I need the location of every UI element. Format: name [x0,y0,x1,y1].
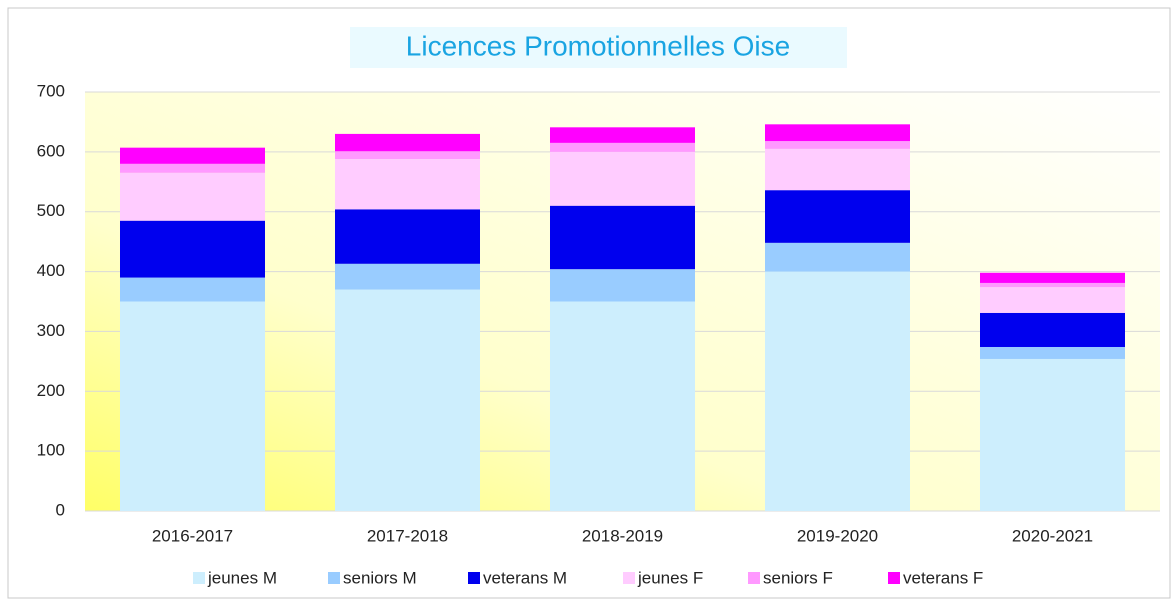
legend-label: seniors F [763,568,833,587]
bar-segment [335,209,480,264]
bar-segment [120,147,265,164]
bar-segment [765,190,910,243]
bar-segment [335,263,480,290]
y-tick-label: 200 [37,381,65,400]
bar-segment [550,142,695,152]
bar-segment [335,133,480,152]
bar-segment [335,151,480,160]
bar-segment [550,127,695,143]
legend-swatch [748,572,760,584]
y-tick-label: 0 [56,500,65,519]
bar-segment [335,159,480,210]
x-tick-label: 2020-2021 [1012,526,1093,545]
bar-segment [980,358,1125,511]
bar-segment [765,242,910,272]
legend-label: seniors M [343,568,417,587]
bar-segment [550,151,695,206]
legend-label: veterans M [483,568,567,587]
legend-swatch [623,572,635,584]
bar-segment [550,269,695,302]
x-tick-label: 2019-2020 [797,526,878,545]
legend-label: jeunes F [637,568,703,587]
y-tick-label: 700 [37,81,65,100]
legend-label: veterans F [903,568,983,587]
legend-swatch [888,572,900,584]
bar-segment [765,271,910,511]
bar-segment [120,301,265,511]
bar-segment [980,287,1125,313]
bar-segment [980,312,1125,347]
legend-swatch [193,572,205,584]
y-tick-label: 600 [37,141,65,160]
bar-segment [980,282,1125,288]
legend-swatch [468,572,480,584]
bar-segment [550,205,695,270]
bar-segment [980,346,1125,359]
bar-segment [765,148,910,191]
bar-segment [765,141,910,149]
x-tick-label: 2018-2019 [582,526,663,545]
y-tick-label: 300 [37,321,65,340]
x-tick-label: 2017-2018 [367,526,448,545]
bar-segment [765,124,910,142]
legend-label: jeunes M [207,568,277,587]
x-tick-label: 2016-2017 [152,526,233,545]
bar-segment [120,277,265,302]
bar-segment [120,172,265,221]
y-tick-label: 100 [37,441,65,460]
bar-segment [980,272,1125,283]
bar-segment [550,301,695,511]
bar-segment [120,220,265,278]
y-tick-label: 500 [37,201,65,220]
legend-swatch [328,572,340,584]
y-tick-label: 400 [37,261,65,280]
title-box [350,27,847,68]
bar-segment [335,289,480,511]
chart-title: Licences Promotionnelles Oise [406,30,790,61]
bar-segment [120,163,265,173]
